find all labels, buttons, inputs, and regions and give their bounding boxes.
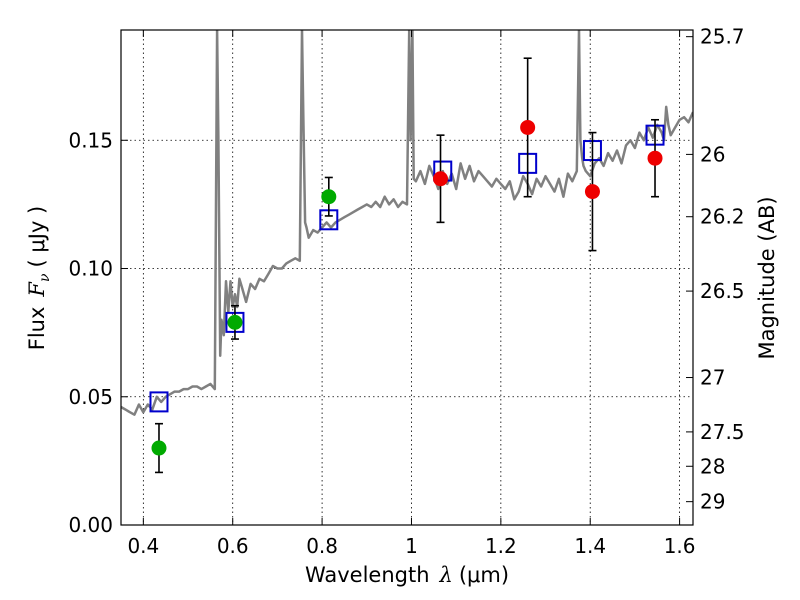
detection-point	[433, 171, 449, 187]
y-axis-label: FluxFν( μJy )	[25, 206, 53, 350]
detection-point	[321, 189, 337, 205]
y2-tick-label: 28	[700, 454, 725, 478]
detection-point	[520, 119, 536, 135]
detection-point	[584, 184, 600, 200]
y2-tick-label: 26.2	[700, 205, 745, 229]
model-square-marker	[149, 391, 169, 413]
x-tick-label: 1	[405, 534, 418, 558]
axis-layer: 0.4 0.6 0.8 1 1.2 1.4 1.6 0.00 0.05 0.10 0.15 25.7 2…	[68, 25, 744, 558]
y2-tick-label: 26	[700, 142, 725, 166]
x-tick-label: 0.4	[127, 534, 159, 558]
marker-layer	[149, 57, 665, 474]
y2-tick-label: 27	[700, 366, 725, 390]
y-tick-label: 0.05	[68, 385, 113, 409]
x-tick-label: 0.6	[217, 534, 249, 558]
y2-tick-label: 29	[700, 490, 725, 514]
detection-point	[647, 150, 663, 166]
grid-layer	[121, 30, 693, 525]
detection-point	[151, 440, 167, 456]
x-axis-label: Wavelength λ (μm)	[305, 563, 509, 587]
y2-tick-label: 27.5	[700, 420, 745, 444]
x-tick-label: 0.8	[306, 534, 338, 558]
x-tick-label: 1.4	[574, 534, 606, 558]
plot-frame	[120, 29, 694, 526]
detection-point	[227, 314, 243, 330]
y-tick-label: 0.15	[68, 128, 113, 152]
plot-area	[121, 30, 693, 416]
spectrum-line	[121, 30, 693, 416]
y2-axis-label: Magnitude (AB)	[755, 196, 779, 359]
y-tick-label: 0.00	[68, 513, 113, 537]
x-tick-label: 1.6	[664, 534, 696, 558]
y-tick-label: 0.10	[68, 257, 113, 281]
y2-tick-label: 26.5	[700, 279, 745, 303]
x-tick-label: 1.2	[485, 534, 517, 558]
y2-tick-label: 25.7	[700, 25, 745, 49]
